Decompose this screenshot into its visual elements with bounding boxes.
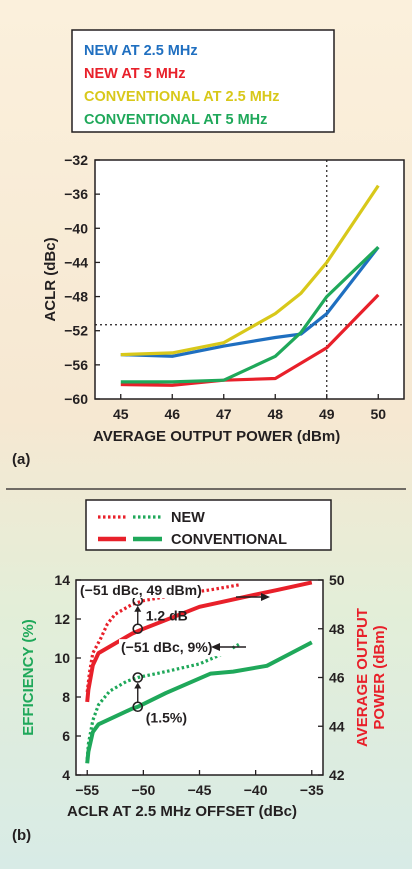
- marker-new-efficiency: [132, 672, 144, 683]
- gap-arrowhead-power: [134, 605, 142, 612]
- plot-area-a: [94, 159, 405, 400]
- y-tick-label-b-left: 12: [54, 611, 70, 627]
- x-tick-label-b: −50: [131, 782, 155, 798]
- y-tick-label-a: −48: [64, 289, 88, 305]
- marker-conv-efficiency: [132, 701, 144, 713]
- y-axis-label-a: ACLR (dBc): [42, 237, 59, 321]
- y-tick-label-b-right: 50: [329, 572, 345, 588]
- y-tick-label-b-right: 48: [329, 621, 345, 637]
- legend-box-b: [85, 499, 332, 551]
- y-tick-label-a: −60: [64, 391, 88, 407]
- arrow-left-axis-head: [211, 643, 220, 651]
- x-tick-label-b: −40: [244, 782, 268, 798]
- legend-label-new: NEW: [171, 510, 205, 526]
- series-line-a-3: [120, 245, 380, 384]
- series-line-b-efficiency-new: [85, 643, 240, 760]
- legend-label-2: CONVENTIONAL AT 2.5 MHz: [84, 89, 280, 105]
- y-tick-label-a: −36: [64, 186, 88, 202]
- annotation-efficiency-point: (−51 dBc, 9%): [121, 639, 212, 655]
- x-axis-label-b: ACLR AT 2.5 MHz OFFSET (dBc): [67, 803, 297, 820]
- annotation-efficiency-gap: (1.5%): [146, 709, 187, 725]
- annotation-power-gap: 1.2 dB: [146, 608, 188, 624]
- annotation-bg-efficiency: [119, 639, 231, 657]
- x-tick-label-b: −35: [300, 782, 324, 798]
- annotation-power-point: (−51 dBc, 49 dBm): [80, 582, 202, 598]
- y-tick-label-a: −44: [64, 254, 88, 270]
- y-tick-label-a: −32: [64, 152, 88, 168]
- legend-label-1: NEW AT 5 MHz: [84, 66, 186, 82]
- y-tick-label-b-right: 44: [329, 718, 345, 734]
- x-tick-label-a: 45: [113, 406, 129, 422]
- legend-label-3: CONVENTIONAL AT 5 MHz: [84, 112, 267, 128]
- panel-label-b: (b): [12, 827, 31, 844]
- x-tick-label-a: 46: [164, 406, 180, 422]
- y-tick-label-a: −40: [64, 220, 88, 236]
- series-line-b-efficiency-conventional: [85, 640, 313, 764]
- y-tick-label-b-left: 10: [54, 650, 70, 666]
- y-tick-label-a: −56: [64, 357, 88, 373]
- x-axis-label-a: AVERAGE OUTPUT POWER (dBm): [93, 428, 340, 445]
- x-tick-label-b: −45: [188, 782, 212, 798]
- y-axis-label-b-right-line2: POWER (dBm): [371, 625, 388, 729]
- y-tick-label-b-left: 6: [62, 728, 70, 744]
- panel-label-a: (a): [12, 451, 30, 468]
- y-tick-label-a: −52: [64, 323, 88, 339]
- legend-label-0: NEW AT 2.5 MHz: [84, 43, 198, 59]
- y-tick-label-b-left: 14: [54, 572, 70, 588]
- y-axis-label-b-right-line1: AVERAGE OUTPUT: [354, 608, 371, 747]
- y-tick-label-b-right: 46: [329, 670, 345, 686]
- x-tick-label-a: 49: [319, 406, 335, 422]
- legend-label-conventional: CONVENTIONAL: [171, 532, 287, 548]
- y-tick-label-b-left: 8: [62, 689, 70, 705]
- y-tick-label-b-left: 4: [62, 767, 70, 783]
- arrow-right-axis-head: [261, 593, 270, 601]
- marker-conv-power: [132, 623, 144, 635]
- x-tick-label-a: 48: [267, 406, 283, 422]
- series-line-a-1: [120, 293, 380, 387]
- series-line-a-2: [120, 184, 380, 357]
- annotation-bg-power: [78, 581, 200, 598]
- legend-box: [71, 29, 335, 133]
- series-line-b-average_output_power-conventional: [85, 580, 313, 703]
- y-tick-label-b-right: 42: [329, 767, 345, 783]
- series-line-a-0: [120, 246, 380, 358]
- y-axis-label-b-left: EFFICIENCY (%): [20, 619, 37, 735]
- x-tick-label-b: −55: [75, 782, 99, 798]
- x-tick-label-a: 50: [370, 406, 386, 422]
- x-tick-label-a: 47: [216, 406, 232, 422]
- gap-arrowhead-efficiency: [134, 682, 142, 689]
